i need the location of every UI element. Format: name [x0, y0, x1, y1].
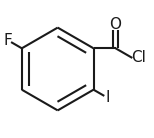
Text: I: I — [106, 91, 110, 105]
Text: F: F — [4, 33, 12, 48]
Text: O: O — [110, 17, 122, 32]
Text: Cl: Cl — [131, 51, 146, 65]
